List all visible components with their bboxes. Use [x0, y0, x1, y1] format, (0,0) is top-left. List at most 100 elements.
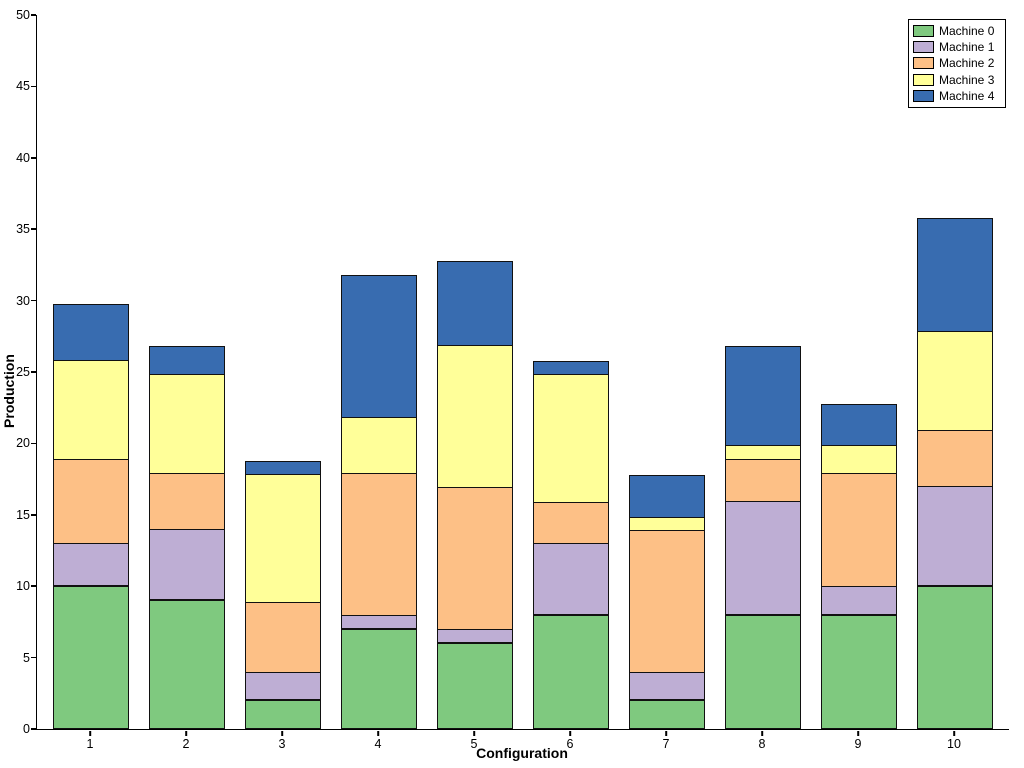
bar-segment-machine-2: [820, 472, 898, 588]
x-tick-mark: [857, 730, 859, 736]
bar-segment-machine-1: [148, 529, 226, 601]
bar-segment-machine-0: [340, 629, 418, 729]
stacked-bar-config-8: [724, 346, 802, 729]
bar-segment-machine-1: [52, 543, 130, 587]
bars-container: [37, 15, 1009, 729]
bar-segment-machine-0: [436, 643, 514, 729]
bar-segment-machine-3: [148, 374, 226, 474]
bar-segment-machine-4: [628, 475, 706, 518]
plot-area: [36, 15, 1009, 730]
legend-item-machine-2: Machine 2: [913, 56, 1001, 71]
legend-item-machine-1: Machine 1: [913, 40, 1001, 55]
legend-swatch: [913, 89, 934, 102]
y-tick-label: 40: [16, 150, 30, 165]
x-tick-label: 9: [854, 737, 862, 751]
x-tick-label: 6: [566, 737, 574, 751]
x-tick-mark: [953, 730, 955, 736]
bar-segment-machine-1: [244, 671, 322, 701]
y-tick-mark: [31, 85, 36, 88]
y-tick-label: 45: [16, 79, 30, 94]
x-tick-mark: [569, 730, 571, 736]
bar-segment-machine-1: [532, 543, 610, 615]
bar-slot: [619, 15, 715, 729]
y-tick-label: 50: [16, 7, 30, 22]
bar-segment-machine-3: [532, 374, 610, 503]
bar-segment-machine-2: [436, 487, 514, 631]
bar-slot: [43, 15, 139, 729]
stacked-bar-config-2: [148, 346, 226, 729]
bar-segment-machine-4: [436, 260, 514, 347]
bar-segment-machine-4: [532, 360, 610, 376]
bar-segment-machine-2: [628, 530, 706, 673]
stacked-bar-config-7: [628, 475, 706, 729]
legend-swatch: [913, 57, 934, 70]
bar-segment-machine-2: [52, 458, 130, 545]
stacked-bar-config-10: [916, 217, 994, 729]
x-tick-label: 5: [470, 737, 478, 751]
stacked-bar-config-1: [52, 303, 130, 729]
x-tick-label: 10: [947, 737, 961, 751]
x-tick-label: 8: [758, 737, 766, 751]
legend-item-machine-4: Machine 4: [913, 88, 1001, 103]
stacked-bar-config-6: [532, 360, 610, 729]
bar-segment-machine-3: [340, 416, 418, 474]
bar-slot: [811, 15, 907, 729]
x-tick-label: 7: [662, 737, 670, 751]
y-tick-mark: [31, 157, 36, 159]
legend-swatch: [913, 25, 934, 38]
legend-label: Machine 1: [939, 40, 995, 55]
x-tick-mark: [761, 730, 763, 736]
y-tick-label: 30: [16, 293, 30, 308]
y-tick-mark: [31, 514, 36, 516]
bar-segment-machine-2: [916, 430, 994, 488]
bar-segment-machine-2: [724, 458, 802, 502]
legend-label: Machine 0: [939, 24, 995, 39]
legend-label: Machine 3: [939, 72, 995, 87]
bar-segment-machine-0: [148, 600, 226, 729]
y-tick-label: 5: [23, 650, 30, 665]
x-tick-label: 4: [374, 737, 382, 751]
bar-segment-machine-1: [916, 486, 994, 587]
y-tick-mark: [31, 14, 36, 16]
y-tick-label: 20: [16, 436, 30, 451]
bar-segment-machine-4: [52, 303, 130, 361]
bar-segment-machine-2: [340, 472, 418, 616]
y-tick-mark: [31, 442, 36, 445]
bar-segment-machine-1: [436, 629, 514, 644]
bar-segment-machine-0: [916, 586, 994, 729]
bar-segment-machine-1: [340, 614, 418, 630]
y-tick-label: 0: [23, 721, 30, 736]
legend-label: Machine 4: [939, 88, 995, 103]
bar-segment-machine-2: [532, 501, 610, 545]
y-tick-mark: [31, 656, 36, 659]
bar-segment-machine-0: [820, 614, 898, 729]
bar-slot: [139, 15, 235, 729]
bar-segment-machine-1: [724, 500, 802, 615]
bar-segment-machine-4: [244, 460, 322, 475]
y-tick-mark: [31, 371, 36, 373]
legend-item-machine-3: Machine 3: [913, 72, 1001, 87]
bar-slot: [235, 15, 331, 729]
bar-slot: [907, 15, 1003, 729]
bar-segment-machine-3: [52, 359, 130, 460]
stacked-bar-config-3: [244, 460, 322, 729]
bar-segment-machine-4: [340, 275, 418, 418]
bar-segment-machine-0: [532, 614, 610, 729]
x-tick-mark: [185, 730, 187, 736]
x-tick-mark: [665, 730, 667, 736]
stacked-bar-config-9: [820, 403, 898, 729]
bar-segment-machine-0: [52, 586, 130, 729]
bar-segment-machine-3: [916, 331, 994, 432]
x-tick-mark: [377, 730, 379, 736]
y-tick-mark: [31, 299, 36, 302]
bar-slot: [331, 15, 427, 729]
stacked-bar-config-4: [340, 275, 418, 729]
legend-label: Machine 2: [939, 56, 995, 71]
x-tick-mark: [473, 730, 475, 736]
bar-segment-machine-3: [244, 474, 322, 603]
bar-segment-machine-3: [436, 345, 514, 489]
bar-slot: [523, 15, 619, 729]
bar-segment-machine-1: [820, 586, 898, 615]
x-tick-label: 3: [278, 737, 286, 751]
bar-segment-machine-3: [628, 516, 706, 532]
